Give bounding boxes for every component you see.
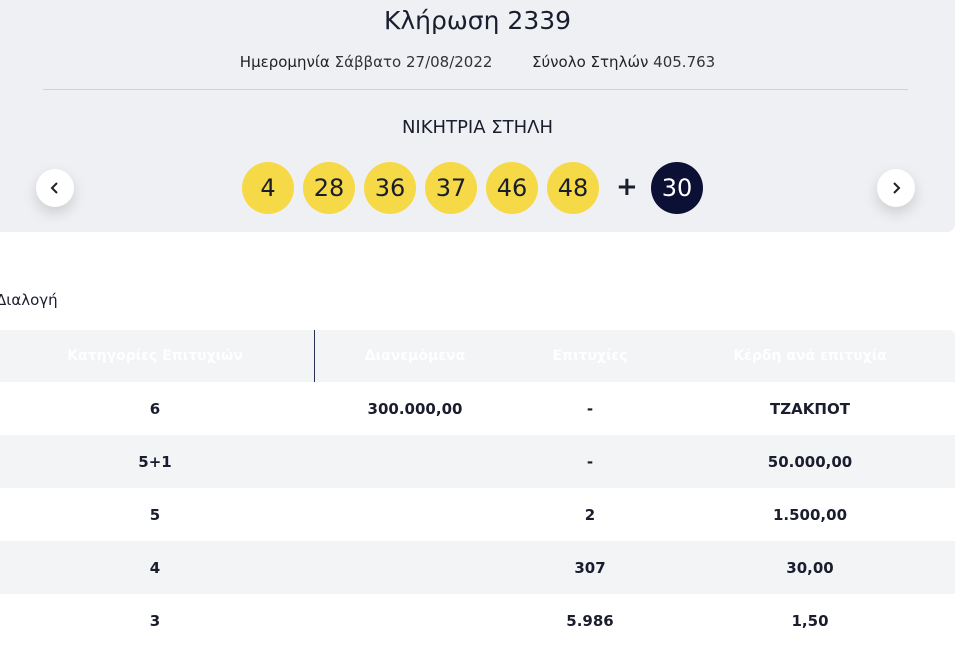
table-row: 5 2 1.500,00 <box>0 488 955 541</box>
cell: 5+1 <box>138 452 172 471</box>
table-row: 3 5.986 1,50 <box>0 594 955 647</box>
header-divider <box>314 330 315 382</box>
cell: 5.986 <box>566 611 614 630</box>
cell: 4 <box>149 558 161 577</box>
cell: 307 <box>574 558 606 577</box>
ball: 37 <box>425 162 477 214</box>
cell: 2 <box>584 505 596 524</box>
cell: ΤΖΑΚΠΟΤ <box>770 399 850 418</box>
table-row: 5+1 - 50.000,00 <box>0 435 955 488</box>
ball: 46 <box>486 162 538 214</box>
column-header: Κατηγορίες Επιτυχιών <box>67 348 243 364</box>
cell: 30,00 <box>786 558 834 577</box>
cell: - <box>586 452 594 471</box>
winning-title: ΝΙΚΗΤΡΙΑ ΣΤΗΛΗ <box>401 117 554 138</box>
date: Σάββατο 27/08/2022 <box>334 53 493 71</box>
column-header: Κέρδη ανά επιτυχία <box>733 348 887 364</box>
draw-info: Ημερομηνία Σάββατο 27/08/2022 Σύνολο Στη… <box>0 53 955 71</box>
ball: 36 <box>364 162 416 214</box>
section-title: Διαλογή <box>0 291 58 309</box>
next-button[interactable] <box>877 169 915 207</box>
cell: 300.000,00 <box>367 399 463 418</box>
table-header: Κατηγορίες Επιτυχιών Διανεμόμενα Επιτυχίες… <box>0 330 955 382</box>
cell: 50.000,00 <box>767 452 853 471</box>
column-header: Διανεμόμενα <box>364 348 466 364</box>
results-table: Κατηγορίες Επιτυχιών Διανεμόμενα Επιτυχίες… <box>0 330 955 647</box>
ball: 28 <box>303 162 355 214</box>
table-row: 6 300.000,00 - ΤΖΑΚΠΟΤ <box>0 382 955 435</box>
divider <box>43 89 908 90</box>
draw-panel <box>0 0 955 232</box>
plus-sign: + <box>616 172 638 202</box>
prev-button[interactable] <box>36 169 74 207</box>
chevron-right <box>893 182 901 194</box>
ball: 4 <box>242 162 294 214</box>
ball: 48 <box>547 162 599 214</box>
cell: 1,50 <box>791 611 829 630</box>
draw-title: Κλήρωση 2339 <box>383 6 572 35</box>
total: 405.763 <box>653 53 716 71</box>
cell: - <box>586 399 594 418</box>
cell: 6 <box>149 399 161 418</box>
cell: 3 <box>149 611 161 630</box>
cell: 5 <box>149 505 161 524</box>
chevron-left <box>50 182 58 194</box>
date-label: Ημερομηνία <box>239 53 330 71</box>
bonus-ball: 30 <box>651 162 703 214</box>
cell: 1.500,00 <box>772 505 848 524</box>
table-row: 4 307 30,00 <box>0 541 955 594</box>
column-header: Επιτυχίες <box>552 348 628 364</box>
total-label: Σύνολο Στηλών <box>532 53 649 71</box>
